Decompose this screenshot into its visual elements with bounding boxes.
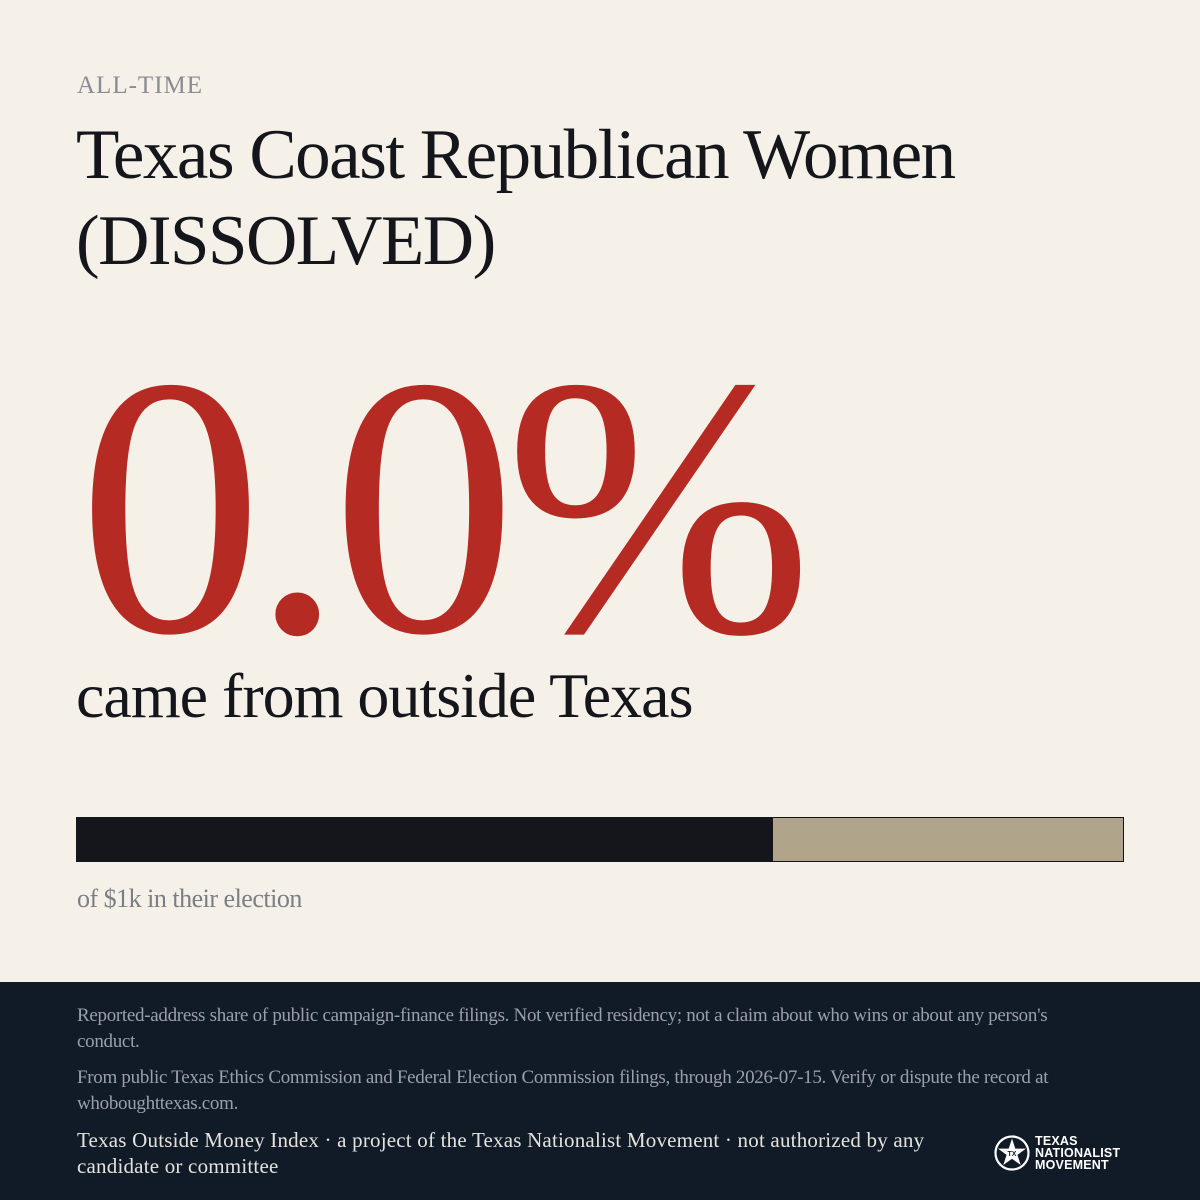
stat-caption: came from outside Texas — [76, 660, 693, 731]
tnm-wordmark: TEXAS NATIONALIST MOVEMENT — [1035, 1134, 1121, 1172]
timeframe-label: ALL-TIME — [77, 72, 204, 99]
logo-line: MOVEMENT — [1035, 1158, 1109, 1172]
project-credit: Texas Outside Money Index · a project of… — [77, 1128, 925, 1178]
outside-share-percentage: 0.0% — [78, 302, 813, 712]
bar-caption: of $1k in their election — [77, 884, 302, 913]
money-share-bar-fill — [77, 818, 773, 861]
disclaimer-methodology: Reported-address share of public campaig… — [77, 1005, 1048, 1052]
svg-text:TX: TX — [1008, 1151, 1017, 1158]
money-share-bar — [76, 817, 1124, 862]
tnm-logo: TX TEXAS NATIONALIST MOVEMENT — [993, 1132, 1128, 1174]
logo-line: TEXAS — [1035, 1134, 1078, 1148]
disclaimer-source: From public Texas Ethics Commission and … — [77, 1067, 1049, 1114]
logo-line: NATIONALIST — [1035, 1146, 1121, 1160]
page-title: Texas Coast Republican Women (DISSOLVED) — [76, 116, 956, 280]
tnm-star-seal-icon: TX — [994, 1135, 1030, 1171]
